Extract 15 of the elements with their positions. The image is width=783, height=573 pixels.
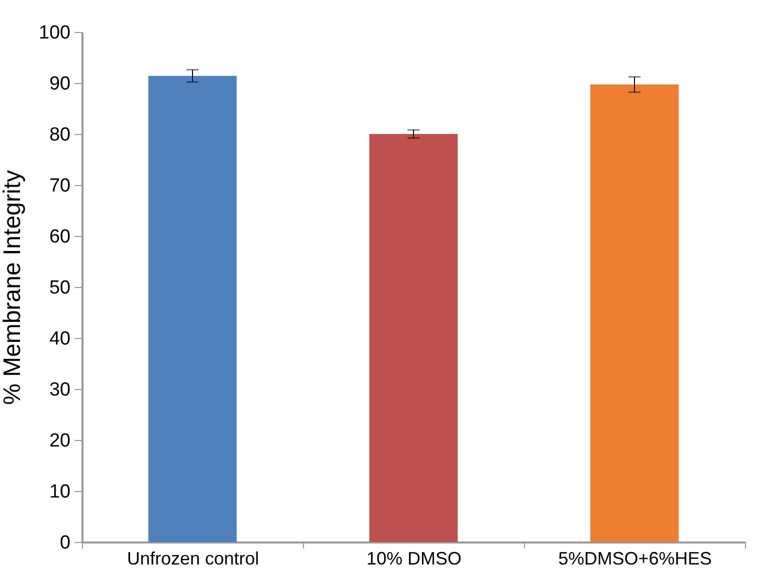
y-tick-label: 70	[49, 176, 70, 196]
y-axis-title: % Membrane Integrity	[0, 170, 26, 405]
y-tick-label: 80	[49, 124, 70, 146]
y-tick-label: 50	[49, 278, 70, 298]
y-tick-label: 10	[49, 482, 70, 502]
y-tick-label: 0	[60, 532, 70, 554]
y-tick-label: 90	[49, 74, 70, 94]
y-tick-label: 40	[49, 328, 70, 350]
y-tick-label: 100	[38, 22, 70, 44]
x-tick-label: Unfrozen control	[126, 548, 260, 568]
x-tick-label: 10% DMSO	[366, 548, 462, 568]
y-tick-label: 20	[49, 430, 70, 452]
x-tick-label: 5%DMSO+6%HES	[558, 548, 712, 568]
y-tick-label: 30	[49, 380, 70, 400]
y-tick-label: 60	[49, 226, 70, 248]
